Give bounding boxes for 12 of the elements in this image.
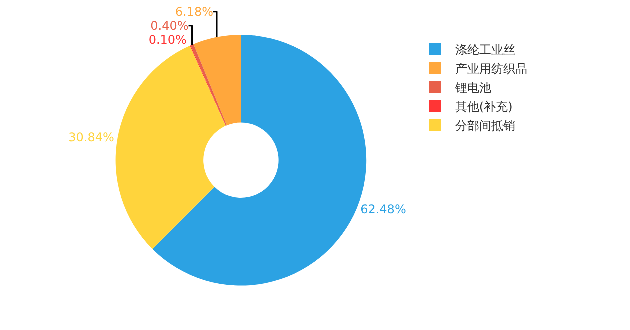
legend-label: 其他(补充) [455,100,513,114]
data-label: 0.10% [148,32,187,47]
legend-label: 分部间抵销 [455,119,516,134]
data-label: 30.84% [68,130,114,144]
data-label: 6.18% [175,4,214,19]
data-label: 0.40% [150,18,189,33]
legend-label: 涤纶工业丝 [455,43,516,58]
data-label: 62.48% [360,202,406,216]
donut-slice [116,46,226,250]
legend-label: 锂电池 [454,81,492,96]
legend-label: 产业用纺织品 [455,62,528,76]
donut-slice [194,35,242,126]
